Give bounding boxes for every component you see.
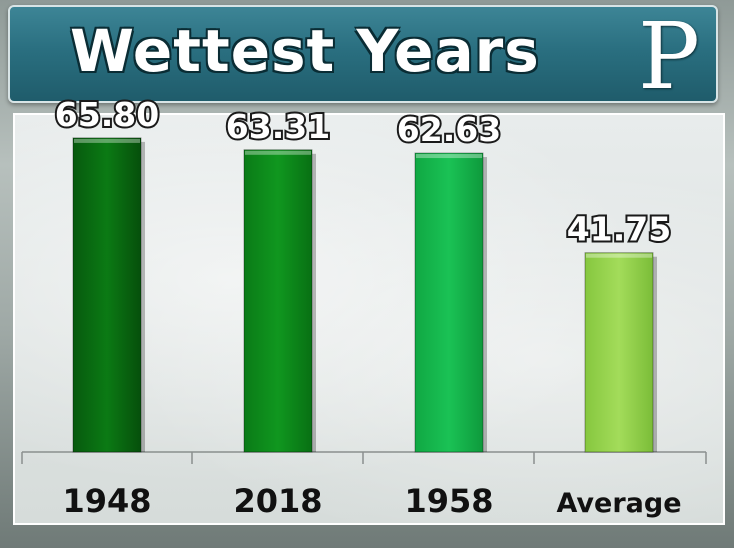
bar-highlight (74, 138, 140, 143)
chart-title: Wettest Years (70, 17, 540, 85)
bar-highlight (245, 150, 311, 155)
title-banner: Wettest Years P (8, 3, 718, 110)
data-label: 41.75 (567, 210, 671, 249)
bar-2018 (243, 149, 313, 453)
x-tick-label: 1948 (62, 482, 151, 520)
data-label: 62.63 (397, 110, 501, 149)
bar-1948 (72, 137, 142, 453)
x-tick-label: 2018 (233, 482, 322, 520)
x-tick-label: 1958 (404, 482, 493, 520)
bar-highlight (416, 154, 482, 159)
data-label: 63.31 (226, 107, 330, 146)
logo-letter: P (638, 3, 700, 110)
bar-1958 (414, 152, 484, 453)
bar-average (584, 252, 654, 453)
bar-highlight (586, 253, 652, 258)
x-tick-label: Average (556, 488, 681, 519)
data-label: 65.80 (55, 95, 159, 134)
